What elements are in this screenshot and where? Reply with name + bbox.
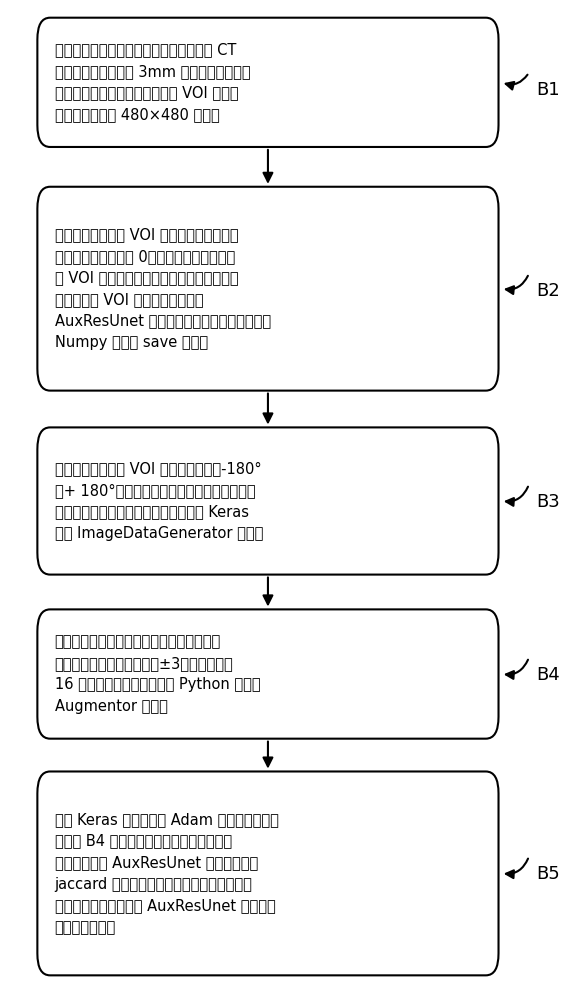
Text: 将获取的包含肝脏 VOI 的最小包围盒在-180°
和+ 180°之间应用随机旋转，以便在训练期间
产生合理的病变变形，本步骤通过调用 Keras
框架 Ima: 将获取的包含肝脏 VOI 的最小包围盒在-180° 和+ 180°之间应用随机旋…: [55, 461, 263, 541]
Text: B4: B4: [536, 666, 560, 684]
FancyBboxPatch shape: [37, 771, 499, 975]
FancyBboxPatch shape: [37, 609, 499, 739]
FancyBboxPatch shape: [37, 187, 499, 391]
FancyBboxPatch shape: [37, 18, 499, 147]
Text: B3: B3: [536, 493, 560, 511]
Text: 将截取到包含肝脏 VOI 的最小包围盒中的非
肝脏区域灰度值置为 0，并将截取到的包含肝
脏 VOI 的最小包围盒保存为五维张量，并将
该包含肝脏 VOI 的最: 将截取到包含肝脏 VOI 的最小包围盒中的非 肝脏区域灰度值置为 0，并将截取到…: [55, 227, 271, 350]
Text: 从均匀分布中随机采样进行图像弹性扭曲的
数据扩充操作，最大位移为±3，网格间距为
16 个体素，本步骤通过调用 Python 函数包
Augmentor 实现；: 从均匀分布中随机采样进行图像弹性扭曲的 数据扩充操作，最大位移为±3，网格间距为…: [55, 634, 260, 714]
Text: 经过预处理和数据标准化的三维腹部肝脏 CT
图像数据重新采样为 3mm 的切片厚度，并从
重新采样的切片中截取包含肝脏 VOI 的最小
包围盒，采样到 480×: 经过预处理和数据标准化的三维腹部肝脏 CT 图像数据重新采样为 3mm 的切片厚…: [55, 42, 250, 122]
Text: B1: B1: [536, 81, 560, 99]
Text: B2: B2: [536, 282, 560, 300]
Text: B5: B5: [536, 865, 560, 883]
Text: 基于 Keras 框架，利用 Adam 网络训练优化器
和步骤 B4 中获取的图像弹性扭曲数据扩充
后的数据训练 AuxResUnet 网络，并采用
jacca: 基于 Keras 框架，利用 Adam 网络训练优化器 和步骤 B4 中获取的图…: [55, 812, 279, 935]
FancyBboxPatch shape: [37, 427, 499, 575]
